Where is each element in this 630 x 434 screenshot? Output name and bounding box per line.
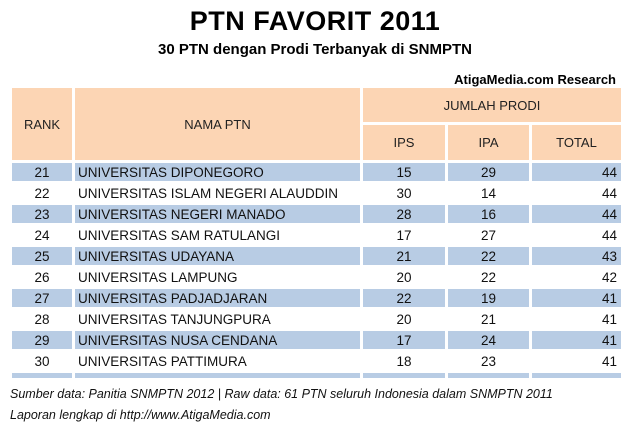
cell-ipa: 23 bbox=[448, 349, 529, 370]
cell-ips: 21 bbox=[363, 244, 445, 265]
page-title: PTN FAVORIT 2011 bbox=[189, 6, 441, 36]
cell-name: UNIVERSITAS ISLAM NEGERI ALAUDDIN bbox=[75, 181, 360, 202]
page-subtitle: 30 PTN dengan Prodi Terbanyak di SNMPTN bbox=[158, 41, 472, 58]
cell-total: 41 bbox=[532, 286, 621, 307]
band-cell bbox=[12, 370, 72, 378]
table-row: 30 UNIVERSITAS PATTIMURA 18 23 41 bbox=[12, 349, 621, 370]
cell-name: UNIVERSITAS DIPONEGORO bbox=[75, 160, 360, 181]
cell-ipa: 19 bbox=[448, 286, 529, 307]
footer-source: Sumber data: Panitia SNMPTN 2012 | Raw d… bbox=[10, 387, 553, 401]
cell-ipa: 22 bbox=[448, 244, 529, 265]
cell-rank: 22 bbox=[12, 181, 72, 202]
cell-ipa: 21 bbox=[448, 307, 529, 328]
cell-name: UNIVERSITAS LAMPUNG bbox=[75, 265, 360, 286]
cell-ipa: 16 bbox=[448, 202, 529, 223]
header-rank: RANK bbox=[12, 88, 72, 160]
table-row: 28 UNIVERSITAS TANJUNGPURA 20 21 41 bbox=[12, 307, 621, 328]
table-row: 23 UNIVERSITAS NEGERI MANADO 28 16 44 bbox=[12, 202, 621, 223]
cell-ips: 30 bbox=[363, 181, 445, 202]
table-row: 22 UNIVERSITAS ISLAM NEGERI ALAUDDIN 30 14 4… bbox=[12, 181, 621, 202]
cell-rank: 23 bbox=[12, 202, 72, 223]
cell-rank: 21 bbox=[12, 160, 72, 181]
cell-ipa: 24 bbox=[448, 328, 529, 349]
ptn-table: RANK NAMA PTN JUMLAH PRODI IPS IPA TOTAL… bbox=[9, 88, 624, 378]
table-row: 24 UNIVERSITAS SAM RATULANGI 17 27 44 bbox=[12, 223, 621, 244]
cell-rank: 29 bbox=[12, 328, 72, 349]
header-ipa: IPA bbox=[448, 122, 529, 160]
table-row: 26 UNIVERSITAS LAMPUNG 20 22 42 bbox=[12, 265, 621, 286]
cell-rank: 28 bbox=[12, 307, 72, 328]
table-row: 25 UNIVERSITAS UDAYANA 21 22 43 bbox=[12, 244, 621, 265]
table-end-band bbox=[12, 370, 621, 378]
cell-name: UNIVERSITAS UDAYANA bbox=[75, 244, 360, 265]
header-total: TOTAL bbox=[532, 122, 621, 160]
band-cell bbox=[363, 370, 445, 378]
cell-ips: 18 bbox=[363, 349, 445, 370]
table-row: 29 UNIVERSITAS NUSA CENDANA 17 24 41 bbox=[12, 328, 621, 349]
header-name: NAMA PTN bbox=[75, 88, 360, 160]
table-body: 21 UNIVERSITAS DIPONEGORO 15 29 44 22 UNIVERSI… bbox=[12, 160, 621, 378]
cell-name: UNIVERSITAS TANJUNGPURA bbox=[75, 307, 360, 328]
cell-ipa: 27 bbox=[448, 223, 529, 244]
band-cell bbox=[448, 370, 529, 378]
cell-name: UNIVERSITAS PATTIMURA bbox=[75, 349, 360, 370]
cell-total: 44 bbox=[532, 223, 621, 244]
cell-ips: 17 bbox=[363, 328, 445, 349]
cell-name: UNIVERSITAS NUSA CENDANA bbox=[75, 328, 360, 349]
cell-rank: 30 bbox=[12, 349, 72, 370]
header-ips: IPS bbox=[363, 122, 445, 160]
cell-ips: 22 bbox=[363, 286, 445, 307]
cell-total: 41 bbox=[532, 307, 621, 328]
cell-total: 43 bbox=[532, 244, 621, 265]
cell-ips: 20 bbox=[363, 265, 445, 286]
cell-total: 42 bbox=[532, 265, 621, 286]
cell-name: UNIVERSITAS NEGERI MANADO bbox=[75, 202, 360, 223]
table-row: 27 UNIVERSITAS PADJADJARAN 22 19 41 bbox=[12, 286, 621, 307]
band-cell bbox=[75, 370, 360, 378]
cell-name: UNIVERSITAS SAM RATULANGI bbox=[75, 223, 360, 244]
cell-ipa: 22 bbox=[448, 265, 529, 286]
cell-ips: 15 bbox=[363, 160, 445, 181]
cell-ipa: 14 bbox=[448, 181, 529, 202]
cell-rank: 24 bbox=[12, 223, 72, 244]
band-cell bbox=[532, 370, 621, 378]
cell-ipa: 29 bbox=[448, 160, 529, 181]
cell-ips: 17 bbox=[363, 223, 445, 244]
cell-rank: 25 bbox=[12, 244, 72, 265]
cell-total: 44 bbox=[532, 160, 621, 181]
cell-total: 44 bbox=[532, 202, 621, 223]
cell-ips: 28 bbox=[363, 202, 445, 223]
footer-link: Laporan lengkap di http://www.AtigaMedia… bbox=[10, 408, 271, 422]
header-jumlah-prodi: JUMLAH PRODI bbox=[363, 88, 621, 122]
cell-rank: 27 bbox=[12, 286, 72, 307]
cell-rank: 26 bbox=[12, 265, 72, 286]
cell-name: UNIVERSITAS PADJADJARAN bbox=[75, 286, 360, 307]
cell-total: 44 bbox=[532, 181, 621, 202]
table-row: 21 UNIVERSITAS DIPONEGORO 15 29 44 bbox=[12, 160, 621, 181]
cell-total: 41 bbox=[532, 328, 621, 349]
research-credit: AtigaMedia.com Research bbox=[454, 72, 616, 87]
cell-ips: 20 bbox=[363, 307, 445, 328]
cell-total: 41 bbox=[532, 349, 621, 370]
